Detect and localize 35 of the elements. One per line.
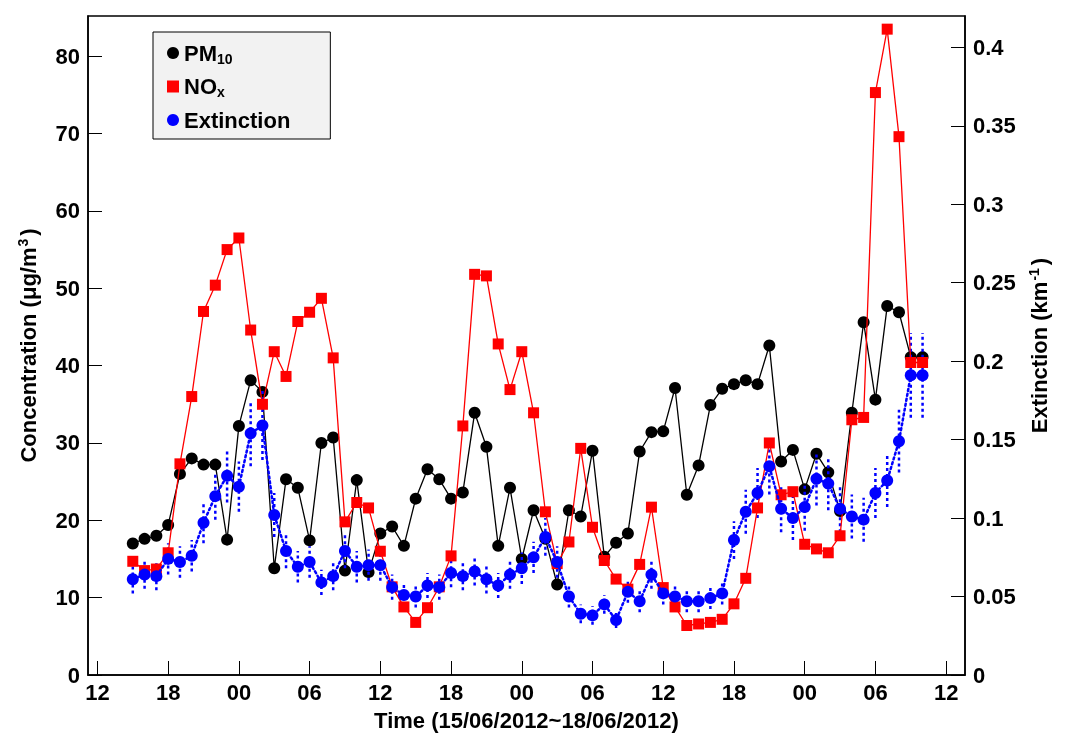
x-tick-label: 12 xyxy=(933,679,959,705)
x-tick-label: 18 xyxy=(155,679,181,705)
y-tick-label: 10 xyxy=(55,585,80,611)
y2-axis-title: Extinction (km-1) xyxy=(1026,257,1052,434)
y-axis-title: Concentration (μg/m3) xyxy=(15,228,41,463)
x-tick-label: 18 xyxy=(438,679,464,705)
y-tick-label: 60 xyxy=(55,198,80,224)
y2-tick-label: 0.35 xyxy=(973,113,1016,139)
x-tick-label: 00 xyxy=(792,679,817,705)
y-tick-label: 80 xyxy=(55,43,80,69)
y2-tick-label: 0.05 xyxy=(973,584,1016,610)
y2-tick-label: 0.4 xyxy=(973,34,1005,60)
y-tick-label: 0 xyxy=(67,662,80,688)
x-tick-label: 06 xyxy=(863,679,888,705)
y-tick-label: 70 xyxy=(55,121,80,147)
x-tick-label: 18 xyxy=(721,679,747,705)
y-tick-label: 50 xyxy=(55,275,80,301)
x-tick-label: 00 xyxy=(226,679,252,705)
y2-tick-label: 0.3 xyxy=(973,191,1004,217)
x-axis-title: Time (15/06/2012~18/06/2012) xyxy=(374,707,679,733)
x-tick-label: 12 xyxy=(85,679,110,705)
y2-tick-label: 0.2 xyxy=(973,348,1004,374)
x-tick-label: 00 xyxy=(509,679,535,705)
y-tick-label: 30 xyxy=(55,430,80,456)
y-tick-label: 20 xyxy=(55,507,80,533)
x-tick-label: 12 xyxy=(650,679,676,705)
x-tick-label: 06 xyxy=(297,679,322,705)
x-tick-label: 06 xyxy=(580,679,605,705)
x-tick-label: 12 xyxy=(368,679,393,705)
y2-tick-label: 0 xyxy=(973,662,986,688)
y-tick-label: 40 xyxy=(55,353,80,379)
y2-tick-label: 0.15 xyxy=(973,427,1016,453)
legend-label: Extinction xyxy=(184,107,291,133)
y2-tick-label: 0.1 xyxy=(973,505,1004,531)
y2-tick-label: 0.25 xyxy=(973,270,1016,296)
